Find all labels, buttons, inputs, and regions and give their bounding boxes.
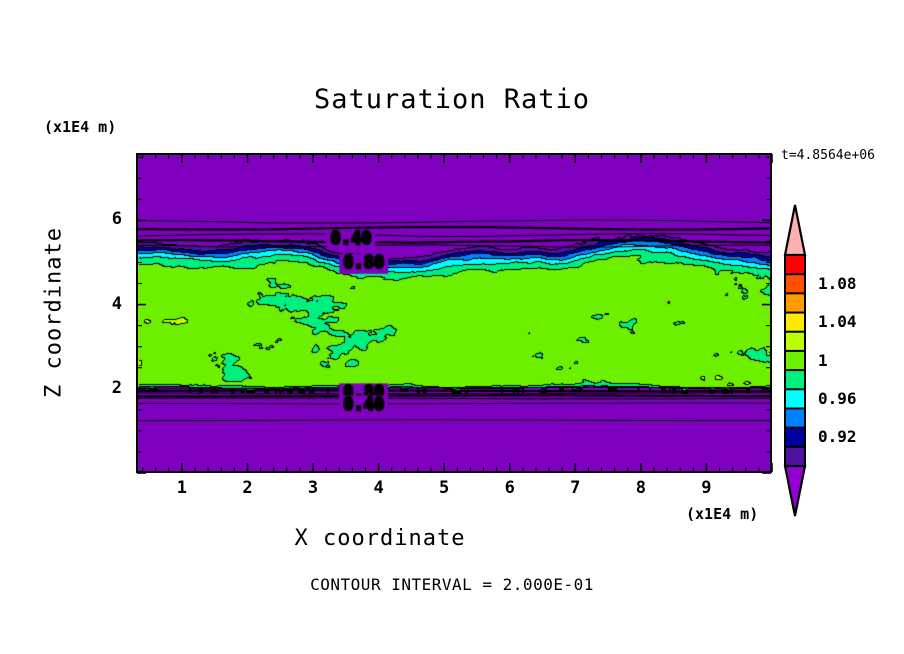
x-tick-label: 6 [504, 478, 515, 498]
colorbar-band [784, 330, 806, 353]
x-tick-label: 5 [439, 478, 450, 498]
colorbar-bottom-cap [783, 464, 807, 517]
colorbar-band [784, 254, 806, 276]
x-tick-label: 9 [701, 478, 712, 498]
x-tick-label: 3 [307, 478, 319, 498]
colorbar-band [784, 349, 806, 372]
y-axis-title: Z coordinate [41, 227, 67, 398]
x-tick-label: 1 [176, 478, 188, 498]
page-title: Saturation Ratio [313, 84, 591, 115]
x-axis-title: X coordinate [294, 526, 466, 551]
saturation-ratio-field [138, 155, 770, 471]
colorbar-top-cap [783, 204, 807, 257]
colorbar [780, 203, 810, 518]
colorbar-band [784, 311, 806, 334]
x-tick-label: 4 [373, 478, 384, 498]
contour-interval-caption: CONTOUR INTERVAL = 2.000E-01 [310, 575, 594, 594]
colorbar-band [784, 407, 806, 430]
colorbar-band [784, 388, 806, 411]
colorbar-band [784, 273, 806, 295]
x-axis-unit-label: (x1E4 m) [686, 505, 759, 523]
colorbar-tick-label: 0.92 [818, 427, 857, 447]
colorbar-band [784, 445, 806, 468]
colorbar-swatches [783, 204, 807, 517]
y-axis-unit-label: (x1E4 m) [44, 118, 117, 136]
x-tick-label: 8 [635, 478, 646, 498]
time-annotation: t=4.8564e+06 [781, 148, 875, 163]
colorbar-band [784, 426, 806, 449]
x-tick-label: 7 [570, 478, 581, 498]
y-tick-label: 4 [111, 293, 122, 314]
colorbar-tick-label: 1.04 [818, 312, 857, 332]
colorbar-band [784, 369, 806, 391]
x-tick-label: 2 [242, 478, 253, 498]
colorbar-tick-label: 0.96 [818, 388, 857, 408]
y-tick-label: 2 [111, 377, 122, 398]
contour-plot-area [136, 153, 772, 473]
colorbar-tick-label: 1.08 [818, 273, 857, 293]
colorbar-band [784, 292, 806, 315]
y-tick-label: 6 [111, 209, 122, 230]
colorbar-tick-label: 1 [818, 350, 828, 370]
